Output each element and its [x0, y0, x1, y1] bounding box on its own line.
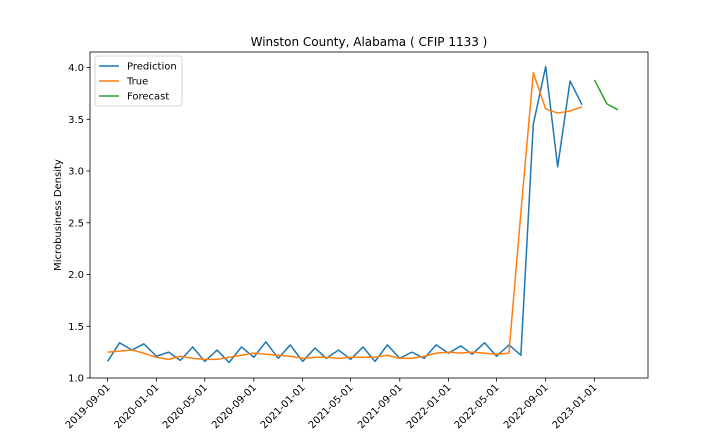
plot-frame — [89, 51, 649, 379]
chart-title: Winston County, Alabama ( CFIP 1133 ) — [251, 35, 488, 49]
y-tick-label: 3.5 — [68, 115, 84, 126]
legend-box — [94, 55, 183, 107]
y-axis-label: Microbusiness Density — [53, 159, 64, 271]
series-line-true — [107, 71, 583, 361]
y-tick-label: 2.0 — [68, 270, 84, 281]
y-tick-label: 1.0 — [68, 374, 84, 385]
legend-label: Forecast — [127, 92, 169, 103]
y-tick-label: 4.0 — [68, 63, 84, 74]
y-tick-label: 1.5 — [68, 322, 84, 333]
legend-label: True — [126, 77, 148, 88]
legend: Prediction True Forecast — [94, 55, 183, 107]
series-line-prediction — [106, 65, 583, 364]
y-axis-ticks: 1.0 1.5 2.0 2.5 3.0 3.5 4.0 — [68, 63, 90, 385]
y-tick-label: 3.0 — [68, 167, 84, 178]
series-line-forecast — [593, 79, 619, 111]
y-tick-label: 2.5 — [68, 218, 84, 229]
series-layer — [106, 65, 619, 364]
legend-label: Prediction — [127, 62, 177, 73]
